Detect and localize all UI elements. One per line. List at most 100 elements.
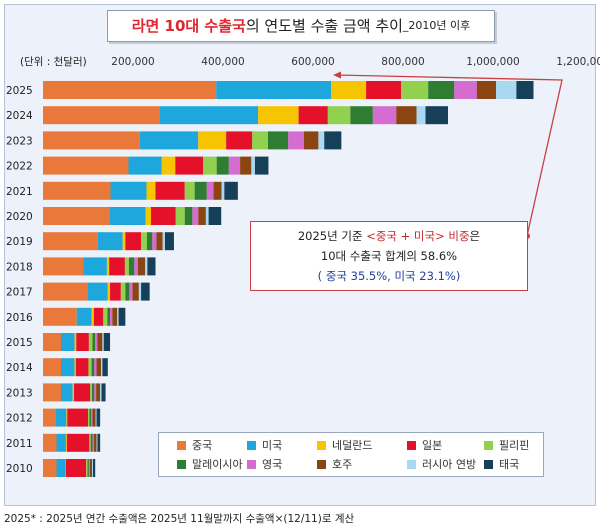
callout-line2: 10대 수출국 합계의 58.6% (320, 249, 458, 263)
bar-segment (43, 358, 61, 377)
legend-swatch (317, 440, 326, 450)
bar-segment (401, 81, 429, 99)
bar-segment (141, 232, 147, 251)
bar-segment (66, 433, 90, 452)
bar-segment (117, 307, 119, 326)
bar-segment (184, 181, 195, 200)
legend-label: 영국 (262, 458, 283, 471)
bar-segment (198, 207, 206, 225)
bar-segment (147, 257, 156, 276)
bar-segment (106, 257, 110, 276)
legend-swatch (407, 440, 416, 450)
bar-segment (43, 282, 88, 301)
bar-segment (318, 131, 325, 150)
bar-segment (43, 106, 160, 125)
bar-segment (74, 383, 91, 402)
legend-item: 필리핀 (484, 437, 529, 453)
bar-segment (145, 257, 148, 276)
bar-segment (92, 459, 93, 477)
bar-segment (43, 433, 57, 452)
bar-segment (331, 81, 367, 99)
bar-segment (110, 181, 147, 200)
bar-segment (83, 257, 107, 276)
bar-segment (194, 181, 207, 200)
bar-segment (76, 333, 89, 351)
bar-segment (88, 333, 93, 351)
x-tick-label: 1,000,000 (466, 56, 519, 68)
bar-segment (160, 106, 259, 125)
bar-segment (192, 207, 199, 225)
bar-segment (161, 156, 176, 175)
bar-segment (94, 358, 97, 377)
bar-segment (43, 333, 61, 351)
bar-segment (43, 257, 84, 276)
y-category-label: 2010 (6, 463, 33, 475)
bar-segment (156, 232, 163, 251)
bar-segment (88, 282, 108, 301)
bar-segment (91, 408, 93, 427)
bar-segment (221, 181, 225, 200)
callout-highlight: <중국 + 미국> 비중 (366, 229, 470, 243)
bar-segment (496, 81, 517, 99)
bar-segment (95, 408, 97, 427)
legend-swatch (484, 459, 493, 469)
bar-segment (203, 156, 217, 175)
bar-segment (43, 307, 77, 326)
bar-segment (110, 307, 113, 326)
x-tick-label: 400,000 (201, 56, 244, 68)
bar-segment (89, 408, 92, 427)
bar-segment (155, 181, 185, 200)
bar-segment (89, 433, 91, 452)
bar-segment (258, 106, 299, 125)
bar-segment (91, 307, 94, 326)
bar-segment (107, 307, 111, 326)
y-category-label: 2023 (6, 135, 33, 147)
y-category-label: 2018 (6, 261, 33, 273)
bar-segment (74, 358, 76, 377)
bar-segment (93, 433, 97, 452)
bar-segment (252, 131, 268, 150)
legend-label: 태국 (499, 458, 520, 471)
bar-segment (61, 358, 75, 377)
bar-segment (516, 81, 534, 99)
legend-item: 일본 (407, 437, 442, 453)
bar-segment (96, 383, 101, 402)
bar-segment (43, 383, 61, 402)
unit-label: (단위 : 천달러) (20, 55, 87, 68)
bar-segment (118, 307, 126, 326)
legend-label: 중국 (192, 439, 213, 452)
y-category-label: 2013 (6, 387, 33, 399)
bar-segment (152, 232, 157, 251)
bar-segment (175, 207, 185, 225)
bar-segment (425, 106, 448, 125)
legend-label: 네덜란드 (332, 439, 373, 452)
legend-item: 중국 (177, 437, 212, 453)
bar-segment (103, 333, 111, 351)
bar-segment (129, 282, 133, 301)
legend-label: 필리핀 (499, 439, 530, 452)
bar-segment (146, 181, 156, 200)
y-category-label: 2022 (6, 161, 33, 173)
legend-swatch (407, 459, 416, 469)
bar-segment (96, 358, 102, 377)
bar-segment (66, 408, 68, 427)
bar-segment (56, 433, 66, 452)
bar-segment (216, 156, 229, 175)
callout-arrowhead (333, 71, 341, 79)
bar-segment (92, 408, 96, 427)
x-tick-label: 1,200,000 (556, 56, 600, 68)
bar-segment (43, 181, 111, 200)
bar-segment (94, 383, 97, 402)
bar-segment (72, 383, 75, 402)
bar-segment (86, 459, 88, 477)
bar-segment (112, 307, 118, 326)
bar-segment (132, 282, 139, 301)
legend: 중국 미국 네덜란드 일본 필리핀 말레이시아 영국 호주 러시아 연방 태국 (158, 432, 544, 477)
bar-segment (88, 358, 92, 377)
legend-label: 러시아 연방 (422, 458, 477, 471)
y-category-label: 2025 (6, 85, 33, 97)
bar-segment (90, 433, 93, 452)
bar-segment (128, 156, 162, 175)
bar-segment (146, 232, 153, 251)
